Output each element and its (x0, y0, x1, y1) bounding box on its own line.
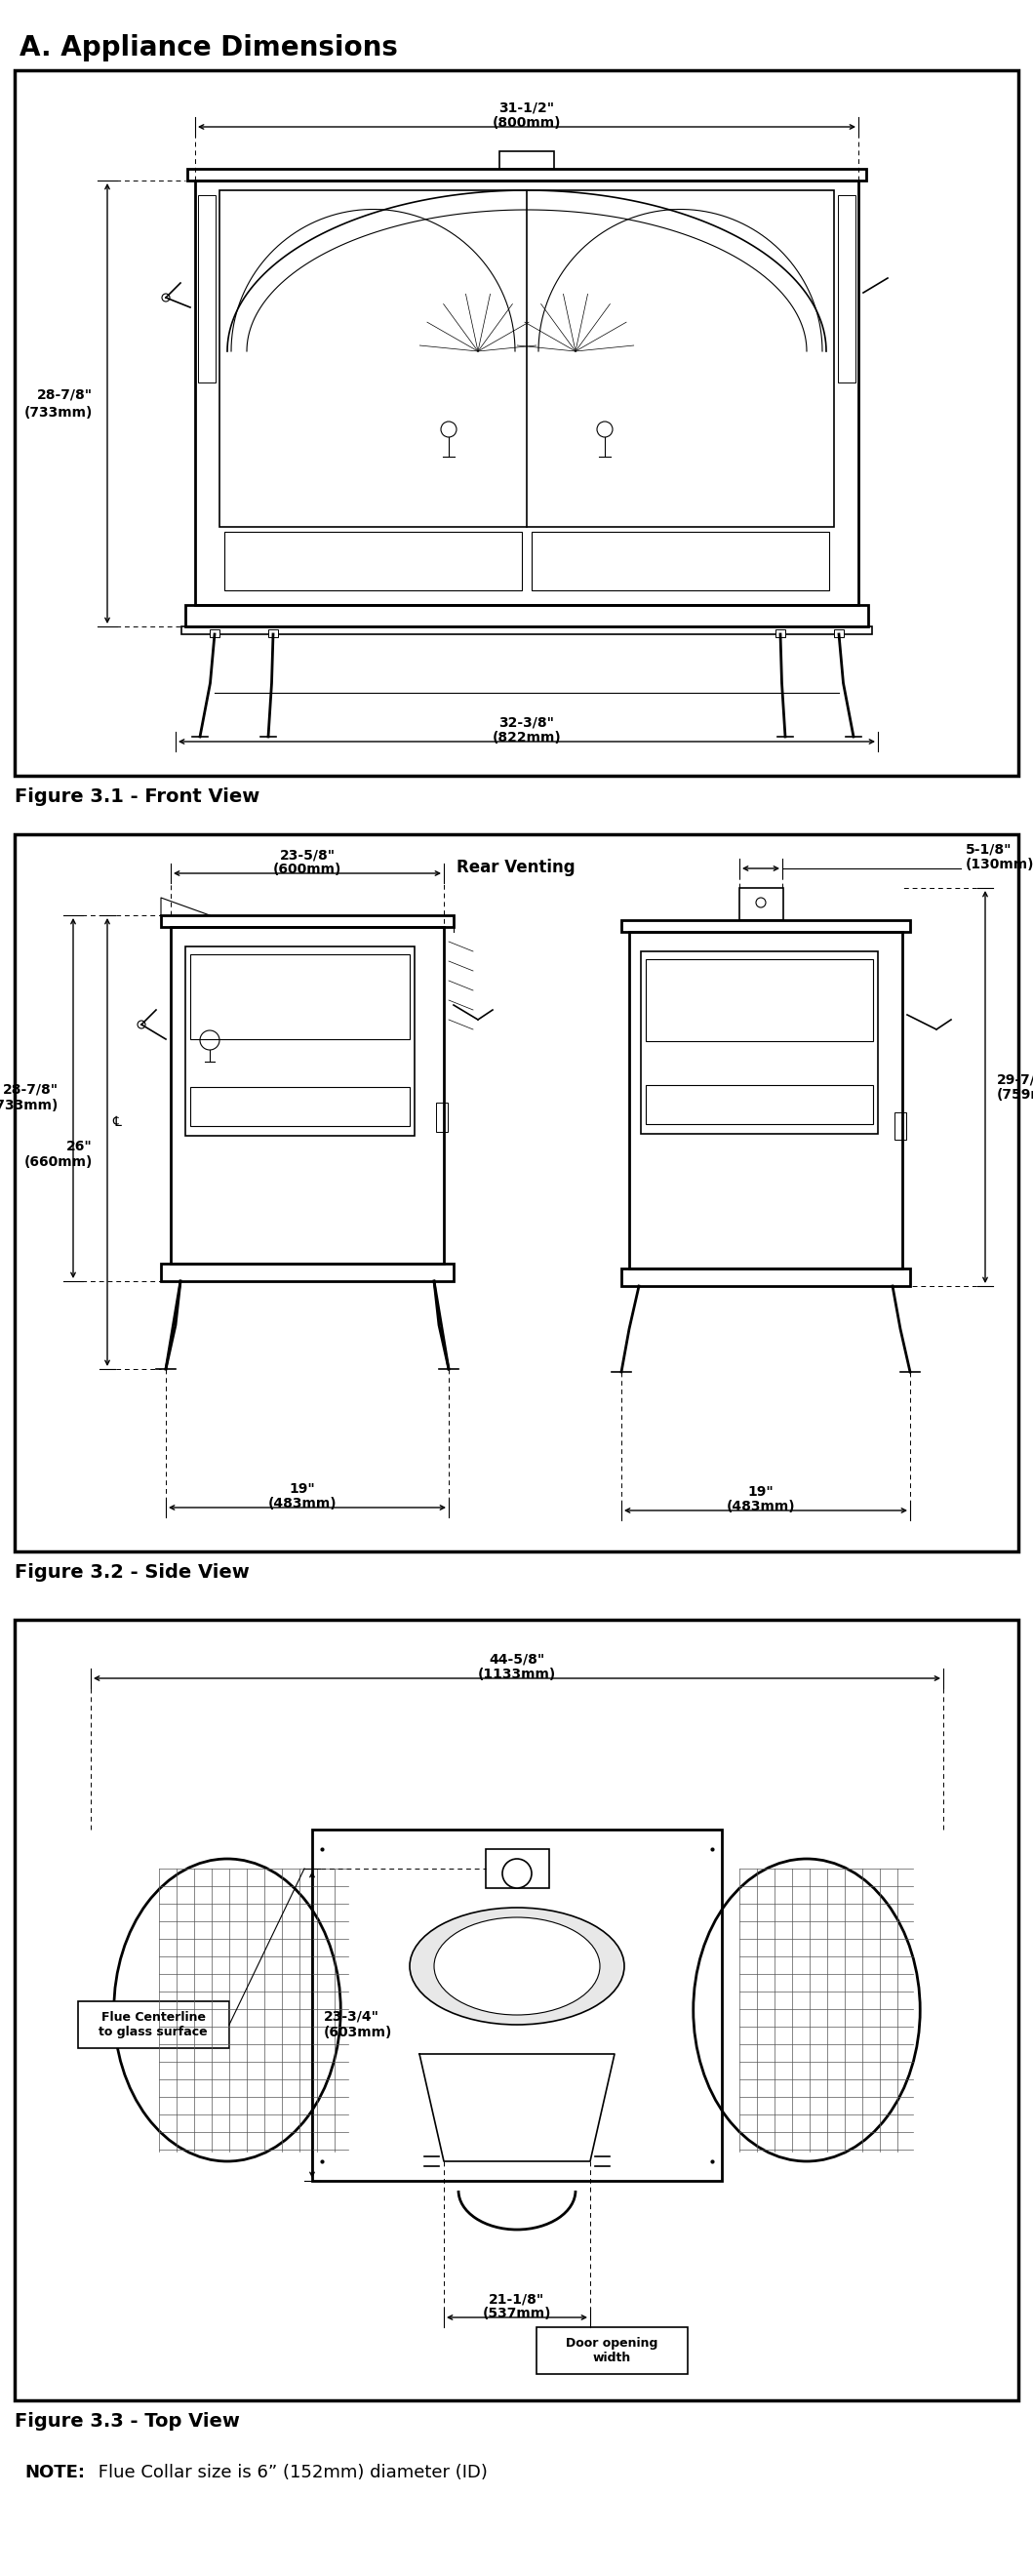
Bar (312, 1829, 722, 2182)
Text: Figure 3.3 - Top View: Figure 3.3 - Top View (14, 2411, 240, 2432)
Bar (622, 1267, 910, 1285)
Bar (187, 170, 867, 180)
Bar (536, 2326, 688, 2375)
Bar (210, 629, 219, 636)
Text: Figure 3.2 - Side View: Figure 3.2 - Side View (14, 1564, 250, 1582)
Bar (640, 951, 878, 1133)
Bar (834, 629, 844, 636)
Bar (499, 152, 554, 170)
Bar (185, 605, 868, 626)
Bar (646, 1084, 873, 1123)
Bar (436, 1103, 447, 1131)
Text: 28-7/8": 28-7/8" (37, 389, 93, 402)
Ellipse shape (434, 1917, 600, 2014)
Bar (224, 531, 522, 590)
Text: (537mm): (537mm) (482, 2306, 552, 2321)
Text: 19": 19" (748, 1486, 774, 1499)
Bar (198, 196, 216, 381)
Text: (603mm): (603mm) (324, 2025, 393, 2040)
Ellipse shape (410, 1909, 624, 2025)
Bar (740, 889, 783, 920)
Bar (269, 629, 278, 636)
Bar (185, 945, 414, 1136)
Bar (182, 626, 872, 634)
Bar (622, 920, 910, 933)
Text: Flue Centerline
to glass surface: Flue Centerline to glass surface (99, 2012, 208, 2038)
Text: 19": 19" (289, 1481, 315, 1497)
Text: (660mm): (660mm) (24, 1154, 93, 1170)
Text: (483mm): (483mm) (268, 1497, 337, 1510)
Bar (14, 70, 1019, 775)
Text: (130mm): (130mm) (966, 858, 1033, 871)
Bar (532, 531, 829, 590)
Text: Flue Collar size is 6” (152mm) diameter (ID): Flue Collar size is 6” (152mm) diameter … (93, 2463, 488, 2481)
Text: 23-3/4": 23-3/4" (324, 2009, 379, 2025)
Text: 32-3/8": 32-3/8" (499, 716, 555, 729)
Bar (161, 1265, 453, 1280)
Text: Door opening
width: Door opening width (566, 2336, 658, 2365)
Text: (1133mm): (1133mm) (478, 1667, 556, 1682)
Text: (483mm): (483mm) (726, 1499, 795, 1515)
Bar (776, 629, 785, 636)
Text: 44-5/8": 44-5/8" (489, 1654, 545, 1667)
Text: 28-7/8": 28-7/8" (3, 1082, 59, 1097)
Bar (646, 958, 873, 1041)
Text: Rear Venting: Rear Venting (457, 858, 575, 876)
Bar (219, 191, 834, 528)
Text: (822mm): (822mm) (493, 732, 561, 744)
Bar (195, 180, 858, 605)
Text: (600mm): (600mm) (273, 863, 342, 876)
Bar (14, 1620, 1019, 2401)
Bar (79, 2002, 229, 2048)
Text: 26": 26" (66, 1139, 93, 1154)
Text: 29-7/8": 29-7/8" (997, 1072, 1033, 1087)
Text: 5-1/8": 5-1/8" (966, 842, 1012, 858)
Bar (486, 1850, 550, 1888)
Text: (800mm): (800mm) (493, 116, 561, 129)
Text: (733mm): (733mm) (0, 1100, 59, 1113)
Text: 21-1/8": 21-1/8" (489, 2293, 545, 2306)
Bar (190, 953, 410, 1041)
Text: 31-1/2": 31-1/2" (499, 100, 555, 116)
Text: (733mm): (733mm) (24, 407, 93, 420)
Bar (161, 914, 453, 927)
Circle shape (502, 1860, 532, 1888)
Text: 23-5/8": 23-5/8" (279, 848, 335, 860)
Bar (838, 196, 855, 381)
Bar (14, 835, 1019, 1551)
Text: (759mm): (759mm) (997, 1087, 1033, 1103)
Text: Figure 3.1 - Front View: Figure 3.1 - Front View (14, 788, 259, 806)
Bar (190, 1087, 410, 1126)
Text: A. Appliance Dimensions: A. Appliance Dimensions (20, 33, 398, 62)
Bar (170, 927, 444, 1265)
Text: ℄: ℄ (113, 1115, 121, 1128)
Bar (895, 1113, 906, 1139)
Bar (629, 933, 902, 1267)
Text: NOTE:: NOTE: (25, 2463, 85, 2481)
